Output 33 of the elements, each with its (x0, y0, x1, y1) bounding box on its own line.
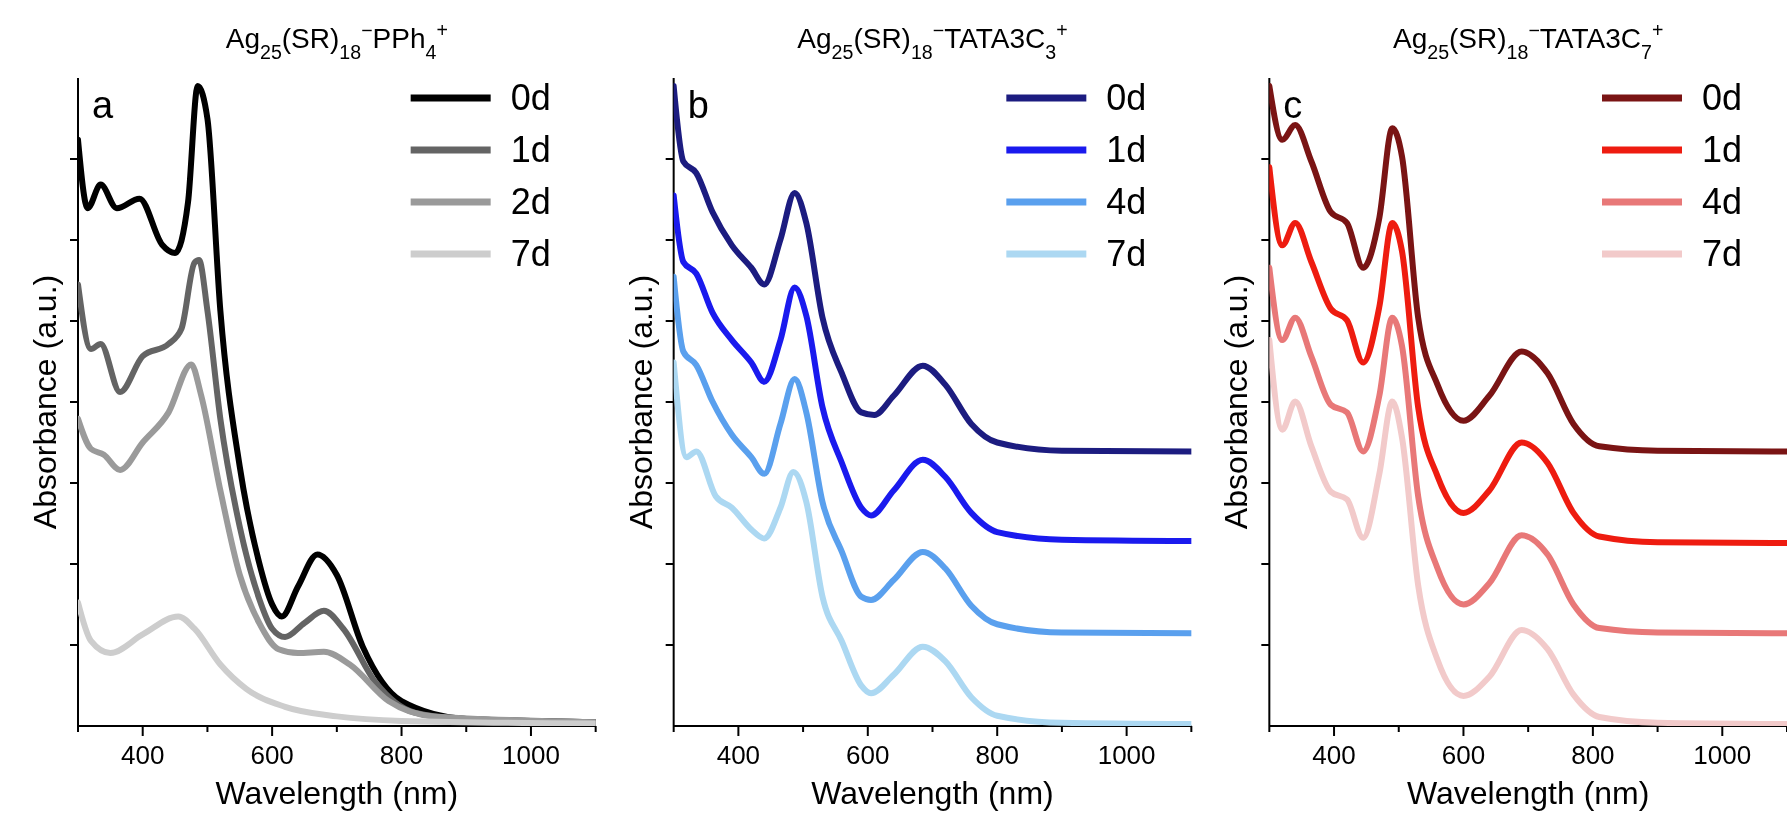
legend-label: 0d (1702, 77, 1743, 118)
legend-label: 4d (1106, 181, 1147, 222)
annotation: a (92, 84, 114, 126)
legend-label: 7d (1702, 233, 1743, 274)
x-axis-title: Wavelength (nm) (1406, 775, 1650, 811)
x-tick-label: 800 (975, 740, 1019, 770)
x-tick-label: 800 (1571, 740, 1615, 770)
legend-label: 7d (1106, 233, 1147, 274)
x-tick-label: 1000 (1693, 740, 1752, 770)
x-tick-label: 400 (716, 740, 761, 770)
x-tick-label: 1000 (1097, 740, 1156, 770)
x-axis-title: Wavelength (nm) (215, 775, 459, 811)
legend-label: 0d (1106, 77, 1147, 118)
x-axis-title: Wavelength (nm) (811, 775, 1054, 811)
x-tick-label: 800 (379, 740, 424, 770)
legend-label: 1d (1106, 129, 1147, 170)
x-tick-label: 600 (846, 740, 890, 770)
y-axis-title: Absorbance (a.u.) (622, 274, 659, 530)
x-tick-label: 400 (1312, 740, 1356, 770)
x-tick-label: 600 (1441, 740, 1486, 770)
x-tick-label: 400 (121, 740, 165, 770)
annotation: b (687, 84, 709, 126)
x-tick-label: 600 (250, 740, 294, 770)
y-axis-title: Absorbance (a.u.) (1218, 274, 1255, 530)
annotation: c (1283, 84, 1303, 126)
legend-label: 7d (510, 233, 551, 274)
y-axis-title: Absorbance (a.u.) (27, 274, 63, 530)
legend-label: 1d (1702, 129, 1743, 170)
legend-label: 0d (510, 77, 551, 118)
legend-label: 2d (510, 181, 551, 222)
x-tick-label: 1000 (502, 740, 560, 770)
legend-label: 1d (510, 129, 551, 170)
legend-label: 4d (1702, 181, 1743, 222)
